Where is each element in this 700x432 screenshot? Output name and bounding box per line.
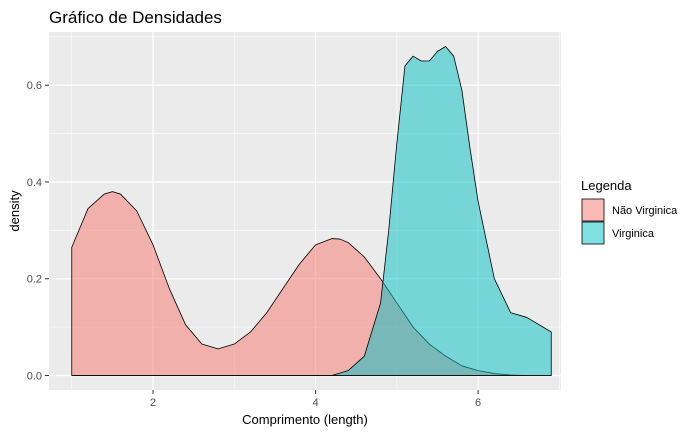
y-tick-label: 0.0: [27, 370, 42, 382]
x-tick-label: 2: [150, 397, 156, 409]
legend-title: Legenda: [581, 178, 632, 193]
x-axis-label: Comprimento (length): [242, 412, 368, 427]
x-axis: 2 4 6: [150, 390, 481, 409]
legend-label-nao-virginica: Não Virginica: [612, 205, 678, 217]
density-areas: [71, 46, 552, 376]
y-tick-label: 0.6: [27, 80, 42, 92]
y-tick-label: 0.2: [27, 274, 42, 286]
x-tick-label: 4: [313, 397, 319, 409]
legend-label-virginica: Virginica: [612, 228, 655, 240]
y-axis: 0.0 0.2 0.4 0.6: [27, 80, 49, 382]
legend-key-virginica: [581, 221, 605, 245]
y-axis-label: density: [7, 190, 22, 232]
y-tick-label: 0.4: [27, 177, 42, 189]
chart-title: Gráfico de Densidades: [49, 8, 222, 27]
legend: Legenda Não Virginica Virginica: [581, 178, 678, 245]
density-area-virginica: [71, 46, 552, 376]
x-tick-label: 6: [475, 397, 481, 409]
legend-key-nao-virginica: [581, 198, 605, 222]
